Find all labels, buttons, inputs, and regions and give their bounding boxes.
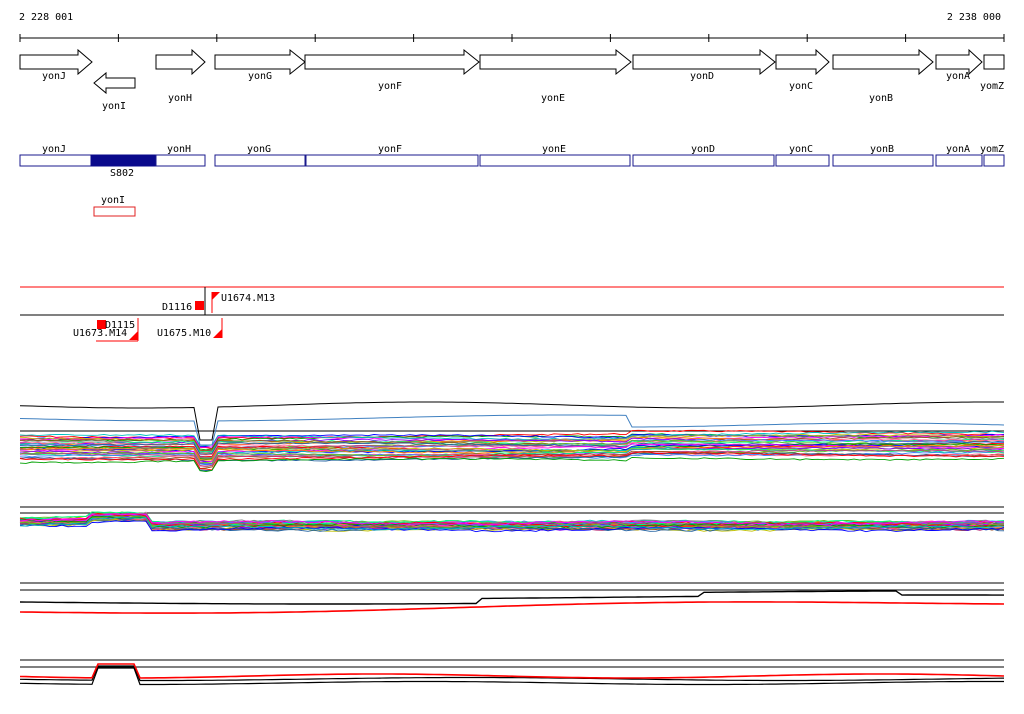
expression-trace: [19, 451, 1005, 471]
operon-yonC[interactable]: yonC: [775, 144, 830, 167]
gene-label: yonC: [789, 81, 813, 92]
gene-yonI[interactable]: yonI: [93, 71, 136, 112]
gene-track: yonJ yonI yonH yonG yonF yonE yonD yonC: [19, 48, 1005, 112]
operon-label: yonB: [870, 144, 894, 155]
expression-trace: [19, 516, 1005, 531]
gene-yonE[interactable]: yonE: [479, 48, 632, 104]
expression-trace: [19, 456, 1005, 473]
operon-yonE[interactable]: yonE: [479, 144, 631, 167]
gene-yonA[interactable]: yonA: [935, 48, 983, 82]
expression-panel-3: [19, 582, 1005, 614]
expression-panel-1: [19, 401, 1005, 473]
gene-yonF[interactable]: yonF: [304, 48, 480, 92]
operon-yomZ[interactable]: yomZ: [980, 144, 1005, 167]
coordinate-ruler: [19, 34, 1005, 42]
end-coordinate: 2 238 000: [946, 12, 1001, 23]
operon-label: yonJ: [42, 144, 66, 155]
expression-trace-top: [19, 401, 1004, 441]
gene-yonC[interactable]: yonC: [775, 48, 830, 92]
marker-U1675-M10[interactable]: U1675.M10: [157, 318, 223, 339]
operon-label: yonC: [789, 144, 813, 155]
marker-label: U1673.M14: [73, 328, 127, 339]
expression-trace: [19, 446, 1005, 461]
gene-label: yonB: [869, 93, 893, 104]
expression-trace: [19, 512, 1005, 528]
marker-label: U1675.M10: [157, 328, 211, 339]
gene-label: yonF: [378, 81, 402, 92]
marker-label: U1674.M13: [221, 293, 275, 304]
gene-label: yonG: [248, 71, 272, 82]
operon-yonJ[interactable]: yonJ: [19, 144, 92, 167]
red-feature-label: yonI: [101, 195, 125, 206]
gene-label: yonI: [102, 101, 126, 112]
expression-trace: [19, 452, 1005, 471]
expression-panel-4: [19, 659, 1005, 686]
marker-label: D1115: [105, 320, 135, 331]
operon-label: yonD: [691, 144, 715, 155]
expression-panel-2: [19, 506, 1005, 533]
gene-yonD[interactable]: yonD: [632, 48, 776, 82]
red-feature-yonI[interactable]: yonI: [93, 195, 136, 217]
expression-trace: [19, 448, 1005, 464]
operon-label: yonG: [247, 144, 271, 155]
operon-label: yonA: [946, 144, 970, 155]
expression-trace: [19, 444, 1005, 461]
operon-yonA[interactable]: yonA: [935, 144, 983, 167]
profile-trace-black: [19, 665, 1005, 682]
operon-label: yonE: [542, 144, 566, 155]
marker-label: D1116: [162, 302, 192, 313]
gene-label: yonH: [168, 93, 192, 104]
profile-trace-black: [19, 590, 1004, 605]
expression-trace-second: [19, 414, 1005, 446]
operon-block-S802[interactable]: S802: [90, 154, 157, 179]
gene-yonH[interactable]: yonH: [155, 48, 206, 104]
marker-D1116[interactable]: D1116: [162, 301, 204, 313]
operon-label: yonF: [378, 144, 402, 155]
expression-trace: [19, 449, 1005, 467]
profile-trace-black-2: [19, 667, 1004, 686]
profile-trace-red: [19, 663, 1005, 679]
operon-track: yonJ S802 yonH yonG yonF yonE yonD yonC: [19, 144, 1005, 179]
gene-label: yonE: [541, 93, 565, 104]
marker-track: D1116 U1674.M13 D1115 U1673.M14 U1675.M1…: [20, 286, 1004, 342]
gene-yonB[interactable]: yonB: [832, 48, 934, 104]
gene-label: yonJ: [42, 71, 66, 82]
marker-U1673-M14[interactable]: U1673.M14: [73, 318, 139, 342]
operon-yonH[interactable]: yonH: [155, 144, 206, 167]
gene-label: yomZ: [980, 81, 1004, 92]
expression-trace: [19, 520, 1005, 533]
gene-label: yonD: [690, 71, 714, 82]
expression-trace: [19, 435, 1005, 452]
operon-block-label: S802: [110, 168, 134, 179]
operon-yonB[interactable]: yonB: [832, 144, 934, 167]
gene-yonJ[interactable]: yonJ: [19, 48, 93, 82]
operon-yonD[interactable]: yonD: [632, 144, 775, 167]
gene-yonG[interactable]: yonG: [214, 48, 306, 82]
marker-D1115[interactable]: D1115: [97, 320, 135, 331]
operon-yonF[interactable]: yonF: [305, 144, 479, 167]
operon-label: yonH: [167, 144, 191, 155]
operon-yonG[interactable]: yonG: [214, 144, 306, 167]
operon-label: yomZ: [980, 144, 1004, 155]
gene-label: yonA: [946, 71, 970, 82]
start-coordinate: 2 228 001: [19, 12, 74, 23]
marker-U1674-M13[interactable]: U1674.M13: [211, 292, 275, 313]
expression-trace: [19, 440, 1005, 455]
profile-trace-red: [19, 601, 1005, 614]
expression-trace: [19, 513, 1005, 526]
gene-yomZ[interactable]: yomZ: [980, 54, 1005, 92]
expression-trace: [19, 430, 1005, 447]
